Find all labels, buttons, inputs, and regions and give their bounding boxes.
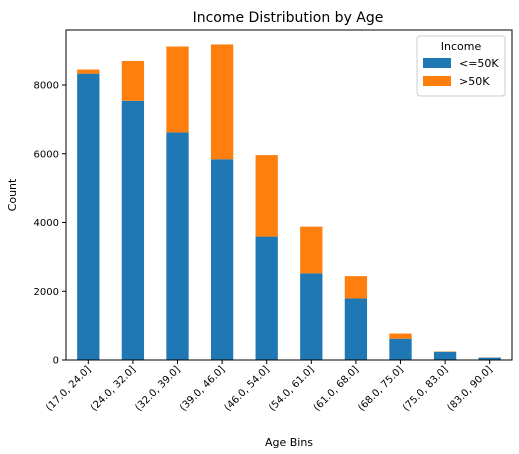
x-axis-ticks: (17.0, 24.0](24.0, 32.0](32.0, 39.0](39.… xyxy=(44,360,495,414)
bar-le50k-2 xyxy=(166,132,189,360)
x-tick-label: (83.0, 90.0] xyxy=(446,364,495,413)
x-axis-label: Age Bins xyxy=(265,436,313,449)
bar-le50k-9 xyxy=(478,357,501,360)
bar-gt50k-5 xyxy=(300,226,323,274)
y-axis-label: Count xyxy=(6,178,19,211)
x-tick-label: (46.0, 54.0] xyxy=(223,364,272,413)
bar-le50k-4 xyxy=(255,236,278,360)
x-tick-label: (32.0, 39.0] xyxy=(133,364,182,413)
bars-group xyxy=(77,44,501,360)
bar-gt50k-6 xyxy=(344,276,368,299)
y-tick-label: 6000 xyxy=(34,149,59,160)
chart-title: Income Distribution by Age xyxy=(193,10,384,26)
bar-le50k-6 xyxy=(344,298,368,360)
legend-label: <=50K xyxy=(459,57,499,70)
bar-le50k-0 xyxy=(77,73,100,360)
legend: Income <=50K >50K xyxy=(416,35,506,97)
x-tick-label: (54.0, 61.0] xyxy=(267,364,316,413)
x-tick-label: (61.0, 68.0] xyxy=(312,364,361,413)
y-tick-label: 4000 xyxy=(34,218,59,229)
bar-le50k-3 xyxy=(210,159,234,360)
bar-gt50k-7 xyxy=(389,333,412,339)
y-tick-label: 0 xyxy=(53,356,59,367)
y-tick-label: 2000 xyxy=(34,287,59,298)
bar-gt50k-2 xyxy=(166,46,189,133)
legend-swatch xyxy=(423,58,451,68)
bar-gt50k-0 xyxy=(77,69,100,74)
x-tick-label: (17.0, 24.0] xyxy=(44,364,93,413)
x-tick-label: (24.0, 32.0] xyxy=(89,364,138,413)
bar-gt50k-3 xyxy=(210,44,234,160)
x-tick-label: (75.0, 83.0] xyxy=(401,364,450,413)
plot-area-frame xyxy=(65,29,513,361)
x-tick-label: (39.0, 46.0] xyxy=(178,364,227,413)
bar-le50k-5 xyxy=(300,273,323,360)
x-tick-label: (68.0, 75.0] xyxy=(356,364,405,413)
legend-label: >50K xyxy=(459,75,490,88)
bar-le50k-7 xyxy=(389,338,412,360)
bar-gt50k-1 xyxy=(121,60,145,101)
bar-le50k-8 xyxy=(433,351,457,360)
legend-title: Income xyxy=(441,40,482,53)
y-axis-ticks: 0 2000 4000 6000 8000 xyxy=(34,81,66,367)
bar-gt50k-4 xyxy=(255,155,278,237)
y-tick-label: 8000 xyxy=(34,81,59,92)
legend-swatch xyxy=(423,76,451,86)
bar-le50k-1 xyxy=(121,100,145,360)
